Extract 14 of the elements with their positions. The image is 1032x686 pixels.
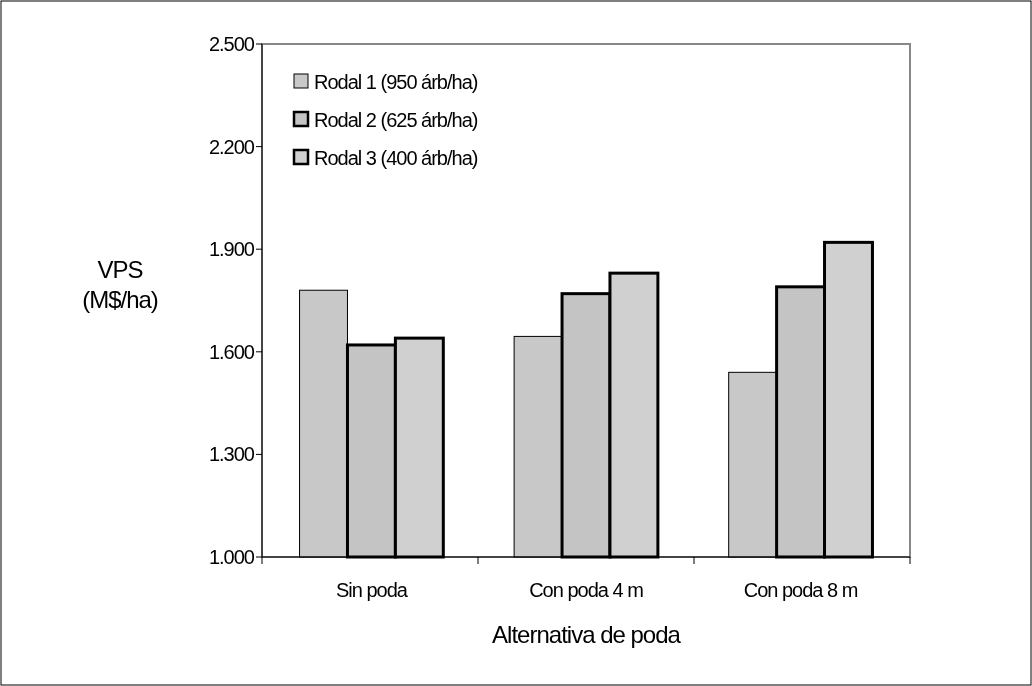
y-tick-label: 1.300: [208, 443, 255, 466]
y-tick-label: 1.600: [208, 340, 255, 363]
legend-label: Rodal 1 (950 árb/ha): [314, 71, 478, 93]
legend-label: Rodal 3 (400 árb/ha): [314, 147, 478, 169]
y-tick-label: 2.200: [208, 135, 255, 158]
y-axis-title: VPS (M$/ha): [82, 256, 158, 313]
x-tick-label: Con poda 8 m: [743, 579, 858, 601]
y-tick-label: 2.500: [208, 33, 255, 55]
y-tick-label: 1.900: [208, 238, 255, 261]
x-tick-label: Sin poda: [335, 579, 409, 601]
x-axis-title: Alternativa de poda: [492, 621, 682, 648]
x-tick-label: Con poda 4 m: [529, 579, 644, 601]
y-tick-label: 1.000: [208, 546, 255, 568]
legend-label: Rodal 2 (625 árb/ha): [314, 109, 478, 131]
